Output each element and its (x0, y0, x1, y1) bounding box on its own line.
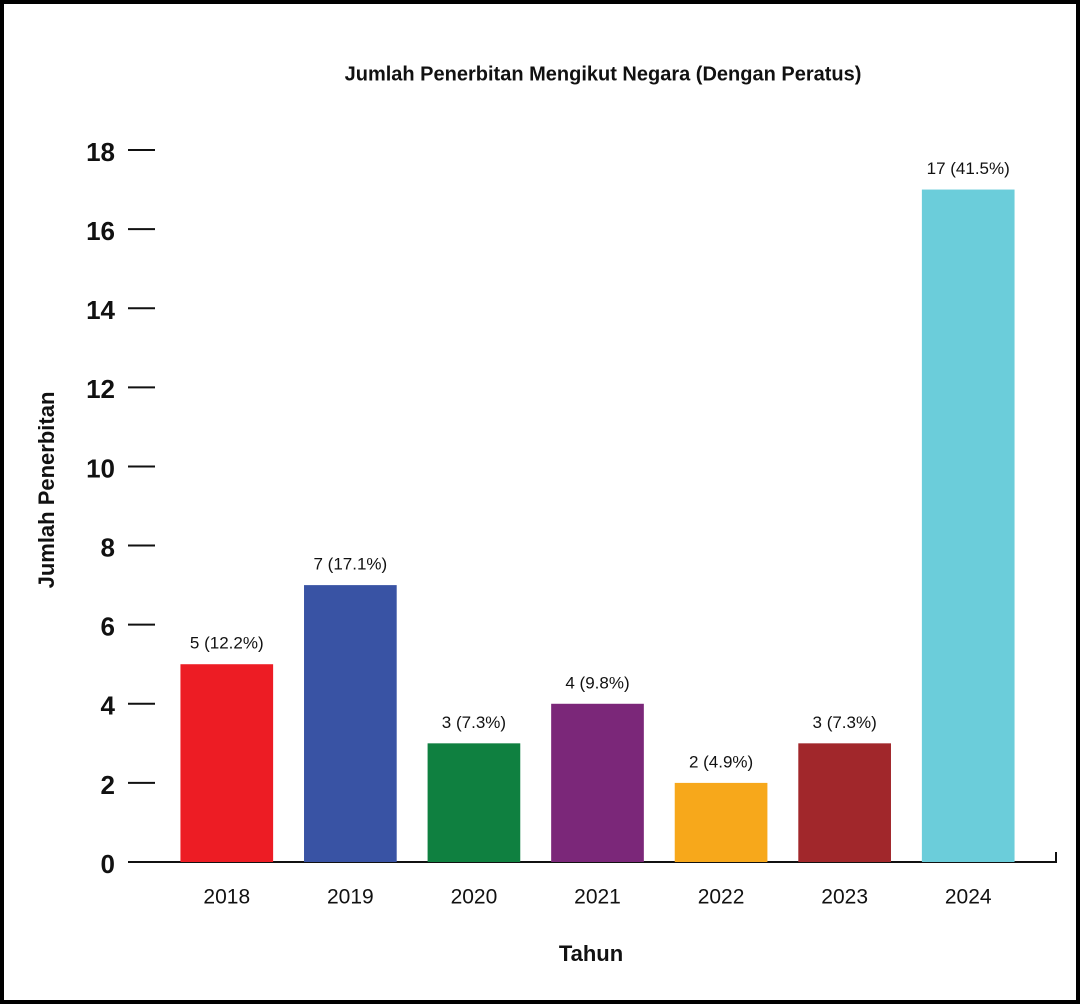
y-tick-label: 8 (101, 532, 115, 562)
x-tick-label: 2023 (821, 886, 868, 909)
x-tick-label: 2019 (327, 886, 374, 909)
data-label: 7 (17.1%) (314, 555, 388, 574)
x-tick-label: 2024 (945, 886, 992, 909)
bar (551, 703, 644, 862)
y-tick-label: 16 (86, 216, 115, 246)
y-tick-label: 14 (86, 295, 115, 325)
bar (304, 585, 397, 862)
x-tick-label: 2018 (203, 886, 250, 909)
data-label: 2 (4.9%) (689, 752, 753, 771)
y-tick-label: 4 (101, 691, 116, 721)
bar (180, 664, 274, 862)
y-tick-label: 2 (101, 770, 115, 800)
data-label: 3 (7.3%) (442, 713, 506, 732)
data-label: 3 (7.3%) (813, 713, 877, 732)
bar (427, 743, 521, 862)
y-tick-label: 18 (86, 137, 115, 167)
y-tick-label: 6 (101, 612, 115, 642)
data-label: 17 (41.5%) (927, 159, 1010, 178)
y-tick-label: 12 (86, 374, 115, 404)
x-tick-label: 2021 (574, 886, 621, 909)
bar (798, 743, 891, 862)
x-tick-label: 2022 (698, 886, 745, 909)
y-tick-label: 10 (86, 453, 115, 483)
bar (921, 189, 1015, 863)
bar (674, 782, 768, 862)
chart-title: Jumlah Penerbitan Mengikut Negara (Denga… (345, 63, 862, 85)
x-tick-label: 2020 (451, 886, 498, 909)
y-tick-label: 0 (101, 849, 115, 879)
y-axis-label: Jumlah Penerbitan (34, 392, 59, 589)
x-axis-label: Tahun (559, 941, 623, 966)
data-label: 5 (12.2%) (190, 634, 264, 653)
data-label: 4 (9.8%) (565, 673, 629, 692)
